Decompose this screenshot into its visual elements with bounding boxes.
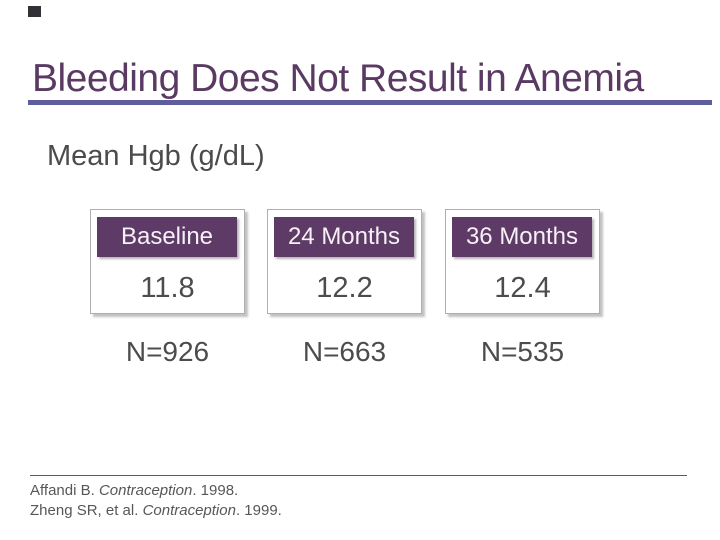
citation-1-pre: Affandi B. xyxy=(30,482,99,499)
sample-size-baseline: N=926 xyxy=(125,336,210,367)
column-header-24-months: 24 Months xyxy=(274,217,414,257)
slide-subtitle: Mean Hgb (g/dL) xyxy=(47,140,265,172)
data-card-36-months: 36 Months 12.4 xyxy=(445,209,600,314)
citation-1-journal: Contraception xyxy=(98,482,193,499)
sample-size-36-months: N=535 xyxy=(480,336,565,367)
footer-divider xyxy=(30,475,687,476)
corner-mark-decoration xyxy=(28,6,41,17)
citation-line-2: Zheng SR, et al. Contraception. 1999. xyxy=(30,501,282,521)
column-header-36-months: 36 Months xyxy=(452,217,592,257)
citation-line-1: Affandi B. Contraception. 1998. xyxy=(30,481,282,501)
data-card-24-months: 24 Months 12.2 xyxy=(267,209,422,314)
citation-1-post: . 1998. xyxy=(192,482,239,499)
sample-size-24-months: N=663 xyxy=(302,336,387,367)
citation-2-post: . 1999. xyxy=(235,502,282,519)
column-value-baseline: 11.8 xyxy=(140,272,195,304)
citation-2-journal: Contraception xyxy=(142,502,236,519)
citations-block: Affandi B. Contraception. 1998. Zheng SR… xyxy=(30,481,282,521)
data-card-baseline: Baseline 11.8 xyxy=(90,209,245,314)
slide-title: Bleeding Does Not Result in Anemia xyxy=(32,57,644,100)
title-underline xyxy=(28,100,712,105)
column-value-36-months: 12.4 xyxy=(494,272,551,304)
column-header-baseline: Baseline xyxy=(97,217,237,257)
column-value-24-months: 12.2 xyxy=(316,272,373,304)
citation-2-pre: Zheng SR, et al. xyxy=(30,502,143,519)
